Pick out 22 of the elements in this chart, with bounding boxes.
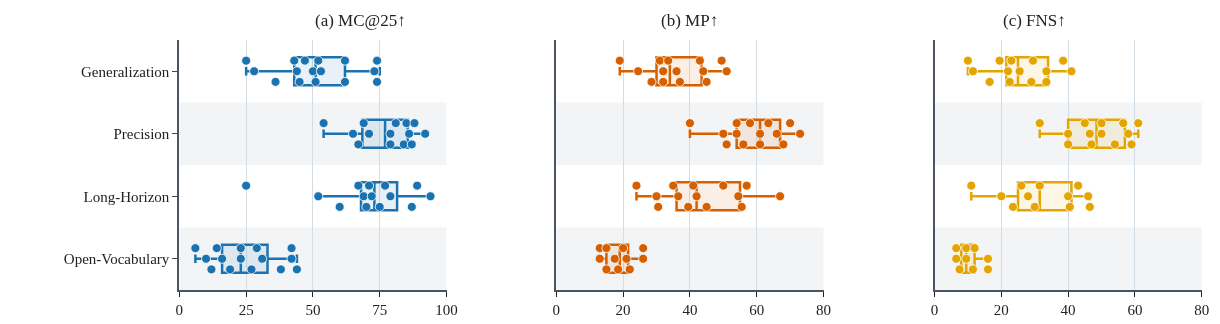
x-tick-label: 0 bbox=[175, 302, 184, 318]
x-tick-label: 40 bbox=[1060, 302, 1076, 318]
y-tick-label: Open-Vocabulary bbox=[63, 251, 170, 267]
chart-title: (b) MP↑ bbox=[661, 11, 719, 30]
x-tick-label: 20 bbox=[993, 302, 1009, 318]
x-tick-label: 80 bbox=[1194, 302, 1210, 318]
chart-title: (a) MC@25↑ bbox=[315, 11, 406, 30]
x-tick-label: 75 bbox=[372, 302, 388, 318]
chart-title: (c) FNS↑ bbox=[1003, 11, 1066, 30]
y-tick-label: Precision bbox=[113, 126, 170, 142]
x-tick-label: 60 bbox=[749, 302, 765, 318]
x-tick-label: 60 bbox=[1127, 302, 1143, 318]
x-tick-label: 25 bbox=[238, 302, 254, 318]
x-tick-label: 40 bbox=[682, 302, 698, 318]
x-tick-label: 50 bbox=[305, 302, 321, 318]
y-tick-label: Long-Horizon bbox=[83, 188, 170, 205]
y-tick-label: Generalization bbox=[81, 63, 170, 80]
x-tick-label: 20 bbox=[615, 302, 631, 318]
x-tick-label: 100 bbox=[435, 302, 458, 318]
x-tick-label: 0 bbox=[552, 302, 561, 318]
x-tick-label: 0 bbox=[930, 302, 939, 318]
x-tick-label: 80 bbox=[816, 302, 831, 318]
